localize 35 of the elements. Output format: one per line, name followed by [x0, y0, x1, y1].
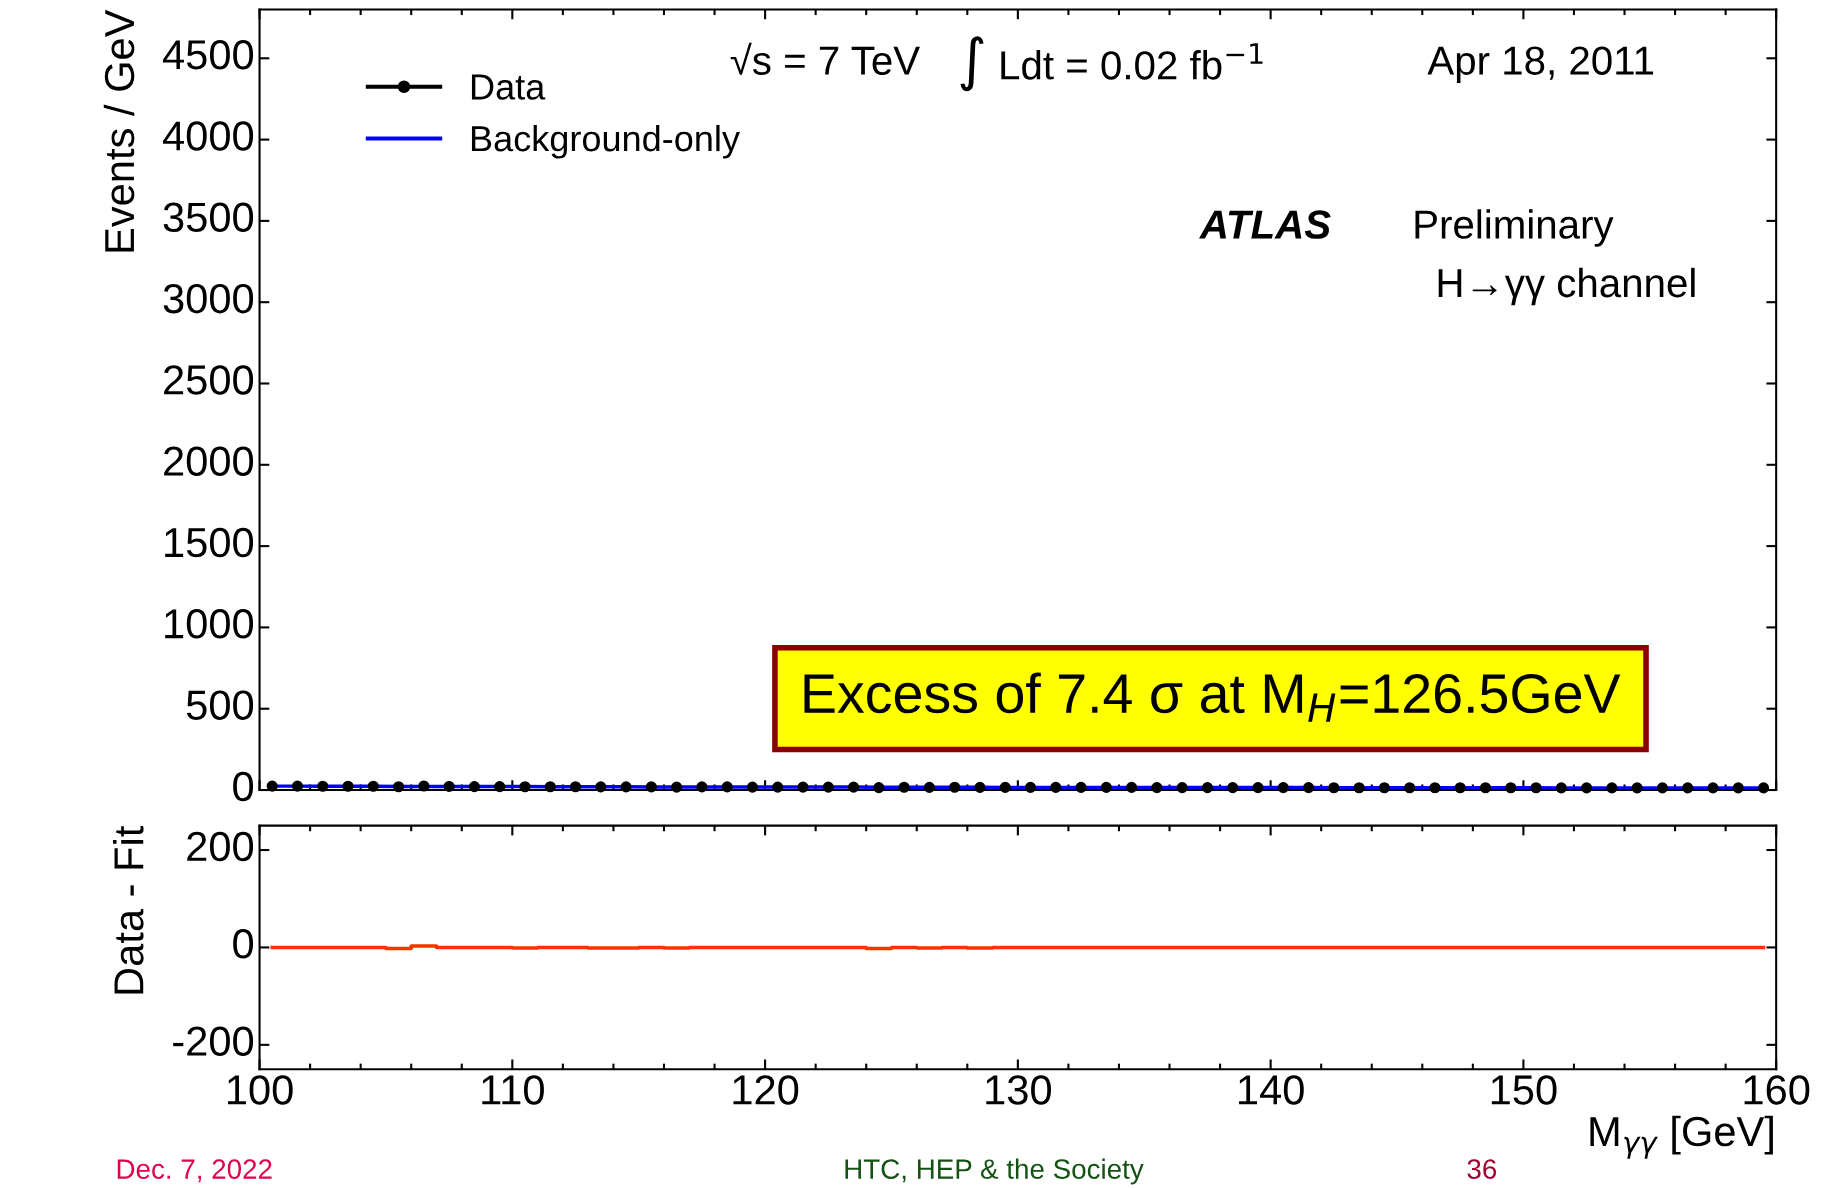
y-tick-label: 0: [233, 771, 254, 802]
x-tick-label: 130: [986, 1075, 1051, 1105]
x-tick-label: 160: [1744, 1075, 1810, 1105]
y-tick-label: -200: [173, 1026, 254, 1057]
legend-label: Background-only: [471, 124, 740, 159]
annotation: √s = 7 TeV: [730, 42, 920, 75]
y-tick-label: 3000: [163, 283, 254, 314]
y-tick-label: 4500: [162, 39, 254, 70]
annotation: ∫ Ldt = 0.02 fb$^{−1}$: [960, 36, 1263, 92]
annotation: ATLAS: [1199, 210, 1331, 239]
text: 36: [1467, 1159, 1497, 1179]
y-tick-label: 500: [186, 690, 254, 720]
x-tick-label: 150: [1491, 1075, 1557, 1105]
x-tick-label: 110: [482, 1075, 544, 1105]
x-tick-label: 100: [227, 1075, 293, 1105]
annotation: Preliminary: [1415, 209, 1614, 247]
y-tick-label: 0: [233, 929, 254, 959]
y-tick-label: 200: [187, 831, 254, 862]
text: Dec. 7, 2022: [117, 1159, 272, 1183]
y-tick-label: 1500: [165, 527, 254, 558]
legend-label: Data: [471, 74, 546, 100]
x-axis-title: M$_{γγ}$ [GeV]: [1590, 1115, 1773, 1159]
annotation: Excess of 7.4 σ at M$_{H}$=126.5GeV: [804, 672, 1621, 722]
annotation: Apr 18, 2011: [1427, 46, 1654, 83]
y-tick-label: 2000: [164, 446, 254, 476]
y-tick-label: 4000: [162, 121, 254, 151]
text: HTC, HEP & the Society: [845, 1158, 1144, 1185]
y-tick-label: 1000: [165, 609, 254, 639]
annotation: H→γγ channel: [1438, 267, 1695, 306]
y-tick-label: 3500: [163, 202, 254, 233]
y-tick-label: 2500: [164, 365, 254, 395]
y-axis-title: Data - Fit: [113, 825, 144, 994]
y-axis-title: Events / GeV: [103, 9, 135, 252]
x-tick-label: 120: [733, 1075, 799, 1105]
x-tick-label: 140: [1239, 1075, 1304, 1105]
